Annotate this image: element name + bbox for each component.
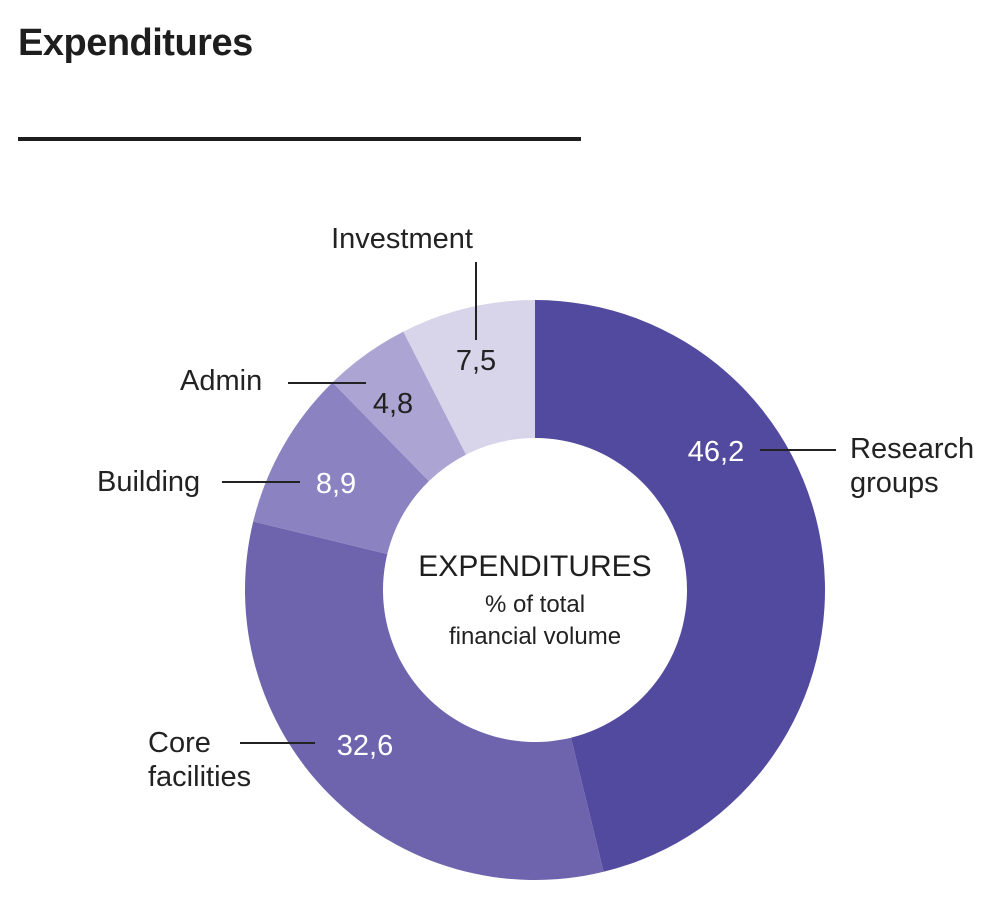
slice-label-research-groups-line-2: groups: [850, 467, 939, 499]
slice-label-building-line-1: Building: [97, 466, 200, 498]
slices-group: [244, 300, 826, 880]
slice-label-core-facilities-line-2: facilities: [148, 761, 251, 793]
slice-building: [253, 382, 429, 555]
value-label-research-groups: 46,2: [688, 436, 744, 468]
page-title: Expenditures: [18, 22, 253, 64]
value-label-building: 8,9: [316, 468, 356, 500]
slice-label-admin-line-1: Admin: [180, 365, 262, 397]
center-subtitle-line-2: financial volume: [449, 623, 621, 650]
slice-label-research-groups-line-1: Research: [850, 433, 974, 465]
value-label-investment: 7,5: [456, 345, 496, 377]
center-subtitle-line-1: % of total: [485, 591, 585, 618]
slice-admin: [332, 331, 466, 482]
leader-lines-group: [222, 262, 836, 744]
slice-research-groups: [535, 300, 826, 872]
slice-investment: [403, 300, 535, 455]
center-title: EXPENDITURES: [418, 550, 651, 583]
slice-core-facilities: [244, 521, 604, 880]
value-label-admin: 4,8: [373, 388, 413, 420]
slice-label-investment-line-1: Investment: [331, 223, 473, 255]
slice-label-core-facilities-line-1: Core: [148, 727, 211, 759]
title-rule: [18, 137, 581, 141]
value-label-core-facilities: 32,6: [337, 730, 393, 762]
